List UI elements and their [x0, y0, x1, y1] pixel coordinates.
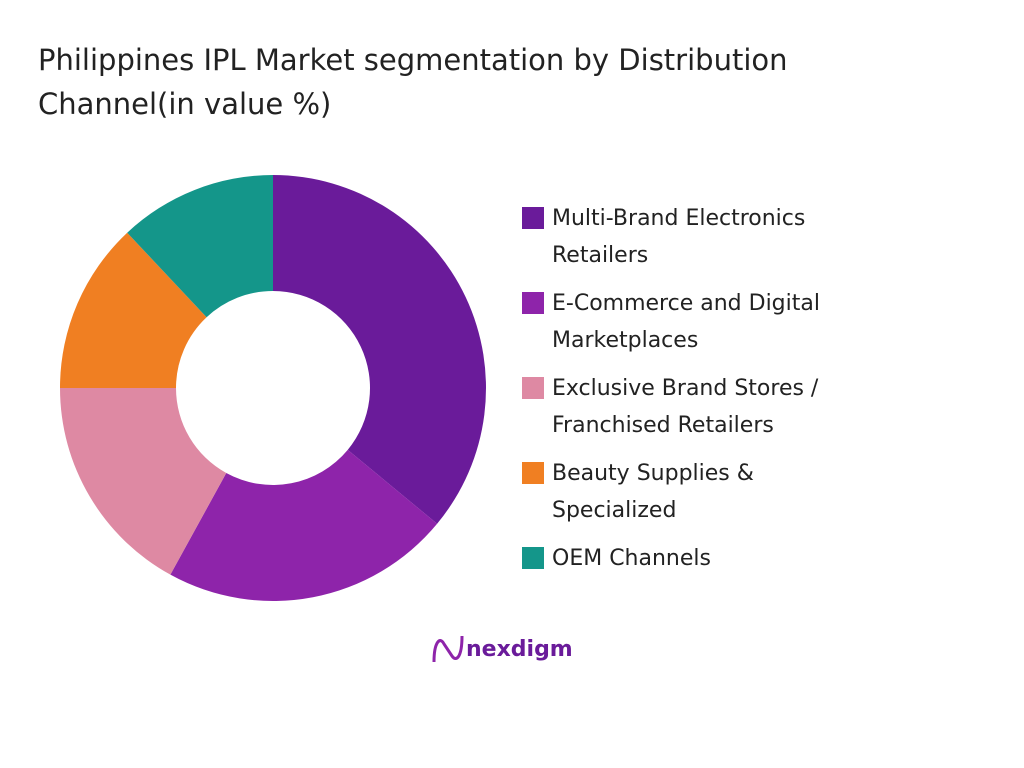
legend-item: E-Commerce and Digital Marketplaces — [522, 285, 982, 359]
legend-label: E-Commerce and Digital Marketplaces — [552, 291, 820, 353]
brand: nexdigm — [430, 632, 573, 666]
legend-item: Multi-Brand Electronics Retailers — [522, 200, 982, 274]
legend-label: OEM Channels — [552, 546, 711, 571]
legend-label: Multi-Brand Electronics Retailers — [552, 206, 806, 268]
donut-slice — [60, 232, 207, 388]
legend-label: Exclusive Brand Stores / Franchised Reta… — [552, 376, 819, 438]
chart — [60, 175, 486, 601]
legend-swatch — [522, 207, 544, 229]
legend-swatch — [522, 377, 544, 399]
brand-logo — [432, 635, 464, 663]
legend-swatch — [522, 547, 544, 569]
legend-item: Exclusive Brand Stores / Franchised Reta… — [522, 370, 982, 444]
donut-slice — [273, 175, 486, 524]
donut-slice — [170, 449, 438, 601]
chart-title: Philippines IPL Market segmentation by D… — [38, 43, 788, 121]
legend-swatch — [522, 292, 544, 314]
legend-item: OEM Channels — [522, 540, 982, 577]
legend: Multi-Brand Electronics Retailers E-Comme… — [522, 200, 982, 588]
legend-item: Beauty Supplies & Specialized — [522, 455, 982, 529]
donut-slice — [127, 175, 273, 318]
brand-name: nexdigm — [466, 636, 573, 662]
legend-swatch — [522, 462, 544, 484]
legend-label: Beauty Supplies & Specialized — [552, 461, 754, 523]
donut-slice — [60, 388, 227, 575]
